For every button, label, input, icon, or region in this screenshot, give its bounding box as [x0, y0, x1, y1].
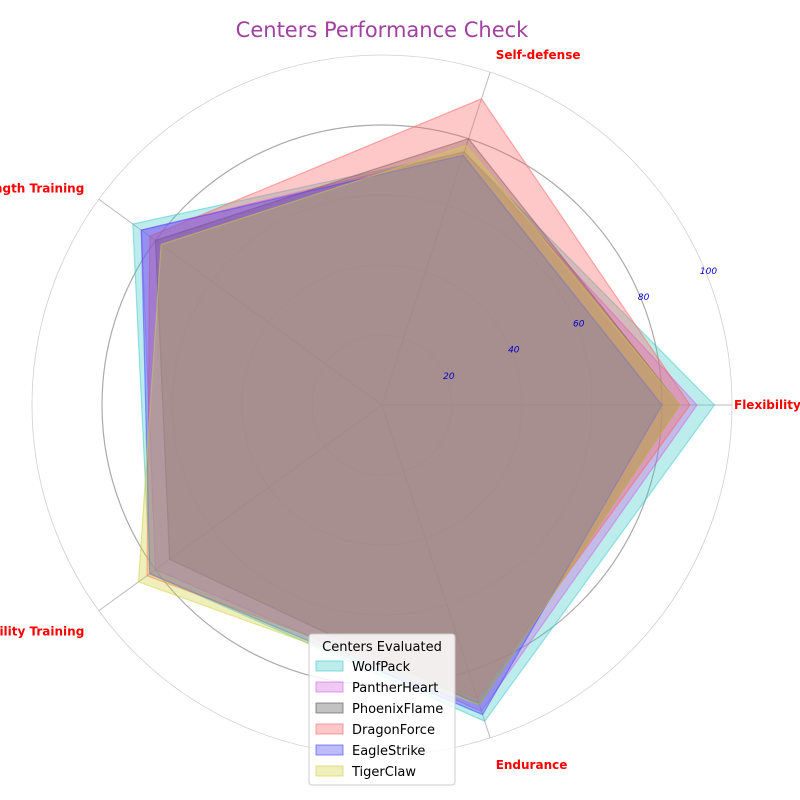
- legend-label-dragonforce: DragonForce: [352, 723, 435, 738]
- radial-tick-label: 60: [573, 319, 585, 329]
- series-layer: [133, 99, 715, 721]
- series-area-tigerclaw: [139, 145, 680, 704]
- legend-swatch-dragonforce: [316, 724, 343, 734]
- axis-label-flexibility: Flexibility: [734, 398, 800, 412]
- legend-label-tigerclaw: TigerClaw: [351, 765, 416, 780]
- axis-label-self-defense: Self-defense: [496, 48, 581, 62]
- radial-tick-label: 40: [508, 346, 520, 356]
- radial-tick-label: 100: [700, 267, 717, 277]
- radial-tick-label: 20: [443, 372, 455, 382]
- legend-label-eaglestrike: EagleStrike: [352, 744, 425, 759]
- axis-label-agility-training: Agility Training: [0, 624, 84, 638]
- legend-swatch-phoenixflame: [316, 703, 343, 713]
- chart-title: Centers Performance Check: [236, 18, 529, 42]
- legend-swatch-eaglestrike: [316, 745, 343, 755]
- legend-label-pantherheart: PantherHeart: [352, 681, 438, 696]
- legend-swatch-tigerclaw: [316, 766, 343, 776]
- radial-tick-label: 80: [638, 293, 650, 303]
- legend-label-phoenixflame: PhoenixFlame: [352, 702, 443, 717]
- legend-title: Centers Evaluated: [322, 640, 442, 655]
- legend-swatch-pantherheart: [316, 682, 343, 692]
- legend-swatch-wolfpack: [316, 661, 343, 671]
- legend-label-wolfpack: WolfPack: [352, 660, 411, 675]
- legend: Centers Evaluated WolfPack PantherHeart Ph…: [309, 634, 455, 785]
- axis-label-endurance: Endurance: [496, 758, 568, 772]
- axis-label-strength-training: Strength Training: [0, 182, 84, 196]
